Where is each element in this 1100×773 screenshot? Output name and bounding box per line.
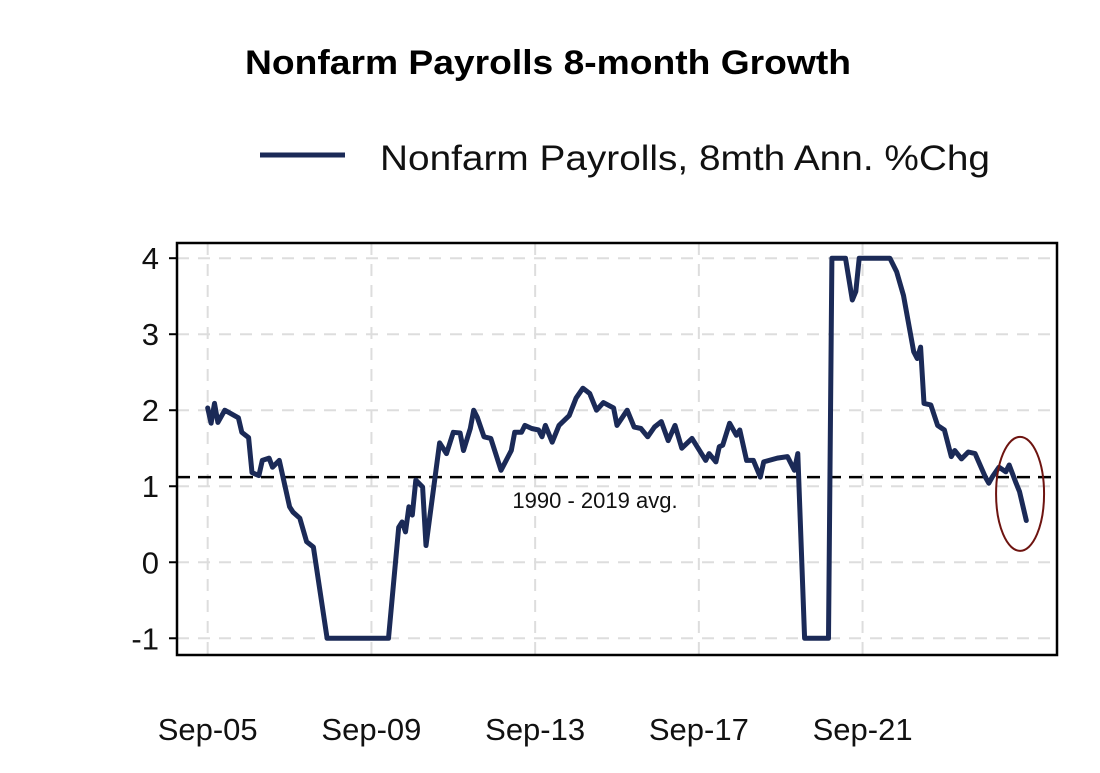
x-tick-label: Sep-21 [813, 712, 913, 747]
y-tick-label: 4 [142, 241, 159, 276]
grid [177, 243, 1057, 655]
average-line-label: 1990 - 2019 avg. [512, 488, 677, 513]
annotation-group [995, 435, 1046, 552]
series-group [205, 255, 1029, 641]
series-line [205, 255, 1029, 641]
legend: Nonfarm Payrolls, 8mth Ann. %Chg [260, 139, 990, 178]
chart-title: Nonfarm Payrolls 8-month Growth [245, 44, 851, 82]
legend-label: Nonfarm Payrolls, 8mth Ann. %Chg [380, 139, 990, 178]
x-tick-label: Sep-17 [649, 712, 749, 747]
x-axis: Sep-05 Sep-09 Sep-13 Sep-17 Sep-21 [158, 712, 913, 747]
reference-line-group: 1990 - 2019 avg. [177, 475, 1057, 513]
plot-frame [175, 241, 1059, 657]
y-tick-label: 2 [142, 393, 159, 428]
y-tick-label: 3 [142, 317, 159, 352]
x-tick-label: Sep-13 [485, 712, 585, 747]
y-axis: 4 3 2 1 0 -1 [131, 241, 177, 656]
x-tick-label: Sep-09 [321, 712, 421, 747]
x-tick-label: Sep-05 [158, 712, 258, 747]
y-tick-label: -1 [131, 621, 159, 656]
y-tick-label: 1 [142, 469, 159, 504]
y-tick-label: 0 [142, 545, 159, 580]
highlight-ellipse [995, 435, 1046, 552]
